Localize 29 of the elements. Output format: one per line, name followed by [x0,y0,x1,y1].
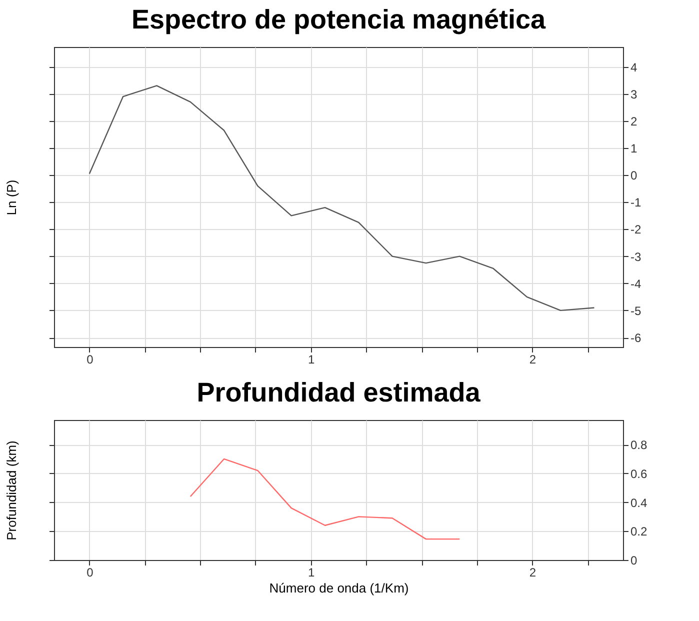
y-tick-label: 0 [630,554,638,568]
chart-title: Espectro de potencia magnética [131,4,547,34]
chart-title: Profundidad estimada [196,377,482,408]
line-series [190,458,460,540]
y-tick-label: 1 [630,141,638,156]
y-tick-label: 0.8 [630,438,648,452]
x-tick-label: 1 [308,566,315,580]
y-axis-title: Profundidad (km) [4,440,19,540]
x-tick-label: 1 [308,352,315,366]
x-tick-label: 0 [86,352,94,366]
y-tick-label: -2 [630,222,642,237]
x-tick-label: 2 [529,352,536,366]
y-tick-label: 4 [630,60,638,74]
y-axis-title: Ln (P) [4,180,19,216]
x-tick-label: 2 [529,566,536,580]
y-tick-label: 0 [630,168,638,183]
y-tick-label: -1 [630,196,642,210]
x-tick-label: 0 [86,566,94,580]
y-tick-label: 0.6 [630,466,648,481]
y-tick-label: -5 [630,304,642,318]
line-series [88,85,595,312]
y-tick-label: 0.2 [630,524,648,539]
y-tick-label: 0.4 [630,496,648,510]
y-tick-label: 2 [630,114,638,128]
y-tick-label: -6 [630,331,642,346]
y-tick-label: -3 [630,250,642,264]
y-tick-label: -4 [630,276,642,291]
y-tick-label: 3 [630,87,638,102]
x-axis-title: Número de onda (1/Km) [269,580,409,596]
